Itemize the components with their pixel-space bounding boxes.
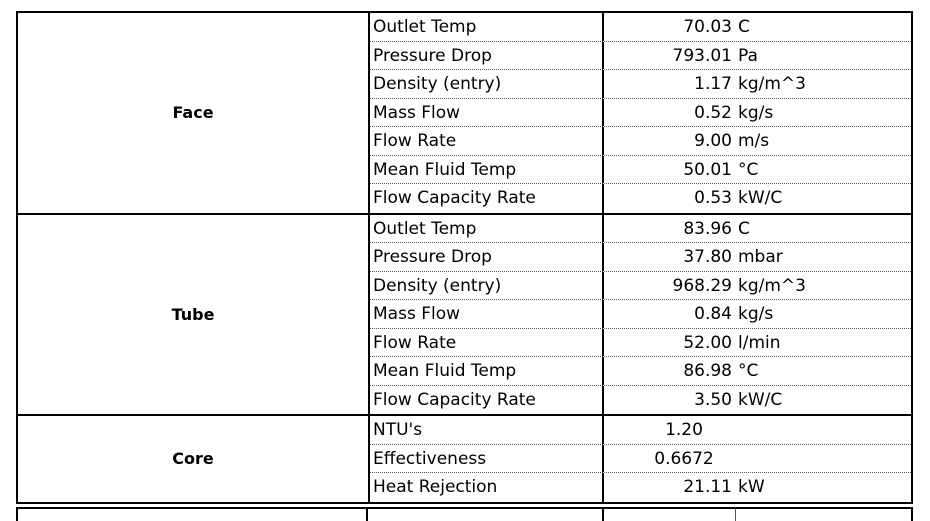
param-value-cell[interactable]: 37.80	[683, 247, 732, 267]
table-row: Mean Fluid Temp 50.01 °C	[370, 155, 911, 184]
param-value-cell[interactable]: 70.03	[683, 17, 732, 37]
param-value-cell[interactable]: 50.01	[683, 159, 732, 180]
param-unit-cell[interactable]: kg/s	[738, 304, 774, 324]
table-row: Flow Capacity Rate 3.50 kW/C	[370, 385, 911, 414]
empty-cell[interactable]	[368, 507, 604, 521]
param-value-cell[interactable]: 0.84	[694, 304, 732, 324]
group-label[interactable]: Face	[18, 13, 370, 213]
table-row: Pressure Drop 37.80 mbar	[370, 243, 911, 272]
group-rows: NTU's 1.20 Effectiveness 0.6672 Heat Rej…	[370, 416, 911, 502]
param-name-cell[interactable]: Flow Capacity Rate	[370, 385, 604, 414]
param-name-cell[interactable]: Density (entry)	[370, 70, 604, 98]
param-unit-cell[interactable]	[736, 416, 911, 444]
empty-cell[interactable]	[604, 507, 736, 521]
param-name-cell[interactable]: NTU's	[370, 416, 604, 444]
param-unit-cell[interactable]: C	[738, 218, 750, 239]
param-value-cell[interactable]: 83.96	[683, 218, 732, 239]
table-row: Flow Capacity Rate 0.53 kW/C	[370, 184, 911, 213]
param-name-cell[interactable]: Outlet Temp	[370, 13, 604, 41]
param-name-cell[interactable]: Outlet Temp	[370, 214, 604, 242]
table-row: Mean Fluid Temp 86.98 °C	[370, 357, 911, 386]
param-unit-cell[interactable]: kW/C	[738, 188, 783, 208]
param-unit-cell[interactable]: C	[738, 17, 750, 37]
next-row-edge	[16, 507, 913, 521]
param-unit-cell[interactable]: kg/s	[738, 102, 774, 123]
param-name-cell[interactable]: Heat Rejection	[370, 473, 604, 502]
param-value-cell[interactable]: 9.00	[694, 131, 732, 151]
table-row: Flow Rate 52.00 l/min	[370, 328, 911, 357]
param-value-cell[interactable]: 793.01	[672, 45, 732, 66]
table-row: Mass Flow 0.52 kg/s	[370, 98, 911, 127]
param-name-cell[interactable]: Mean Fluid Temp	[370, 155, 604, 183]
param-unit-cell[interactable]: l/min	[738, 332, 781, 353]
param-unit-cell[interactable]	[736, 445, 911, 473]
param-value-cell[interactable]: 0.53	[694, 188, 732, 208]
param-value-cell[interactable]: 21.11	[683, 477, 732, 497]
empty-cell[interactable]	[16, 507, 368, 521]
param-unit-cell[interactable]: kg/m^3	[738, 275, 806, 296]
param-value-cell[interactable]: 968.29	[672, 275, 732, 296]
group-face: Face Outlet Temp 70.03 C Pressure Drop 7…	[18, 13, 911, 215]
results-table: Face Outlet Temp 70.03 C Pressure Drop 7…	[16, 11, 913, 504]
table-row: Pressure Drop 793.01 Pa	[370, 41, 911, 70]
param-value-cell[interactable]: 0.6672	[654, 448, 714, 469]
group-tube: Tube Outlet Temp 83.96 C Pressure Drop 3…	[18, 214, 911, 416]
table-row: Effectiveness 0.6672	[370, 444, 911, 473]
param-name-cell[interactable]: Pressure Drop	[370, 41, 604, 69]
param-unit-cell[interactable]: kW/C	[738, 389, 783, 410]
param-name-cell[interactable]: Mass Flow	[370, 300, 604, 328]
param-unit-cell[interactable]: Pa	[738, 45, 758, 66]
group-rows: Outlet Temp 83.96 C Pressure Drop 37.80 …	[370, 214, 911, 414]
param-unit-cell[interactable]: kW	[738, 477, 765, 497]
param-value-cell[interactable]: 0.52	[694, 102, 732, 123]
param-name-cell[interactable]: Effectiveness	[370, 444, 604, 472]
param-value-cell[interactable]: 1.20	[665, 420, 703, 440]
group-rows: Outlet Temp 70.03 C Pressure Drop 793.01…	[370, 13, 911, 213]
param-name-cell[interactable]: Flow Rate	[370, 328, 604, 356]
table-row: Outlet Temp 70.03 C	[370, 13, 911, 42]
table-row: Flow Rate 9.00 m/s	[370, 127, 911, 156]
param-unit-cell[interactable]: kg/m^3	[738, 74, 806, 94]
param-value-cell[interactable]: 52.00	[683, 332, 732, 353]
param-unit-cell[interactable]: °C	[738, 159, 759, 180]
param-name-cell[interactable]: Flow Capacity Rate	[370, 184, 604, 213]
table-row: Mass Flow 0.84 kg/s	[370, 300, 911, 329]
param-value-cell[interactable]: 1.17	[694, 74, 732, 94]
param-name-cell[interactable]: Mass Flow	[370, 98, 604, 126]
param-unit-cell[interactable]: mbar	[738, 247, 783, 267]
group-label[interactable]: Tube	[18, 214, 370, 414]
table-row: Outlet Temp 83.96 C	[370, 214, 911, 243]
param-value-cell[interactable]: 3.50	[694, 389, 732, 410]
param-unit-cell[interactable]: °C	[738, 361, 759, 381]
param-value-cell[interactable]: 86.98	[683, 361, 732, 381]
group-core: Core NTU's 1.20 Effectiveness 0.6672 Hea…	[18, 416, 911, 504]
group-label[interactable]: Core	[18, 416, 370, 502]
param-name-cell[interactable]: Flow Rate	[370, 127, 604, 155]
table-row: NTU's 1.20	[370, 416, 911, 445]
table-row: Heat Rejection 21.11 kW	[370, 473, 911, 502]
empty-cell[interactable]	[736, 507, 913, 521]
param-unit-cell[interactable]: m/s	[738, 131, 770, 151]
param-name-cell[interactable]: Density (entry)	[370, 271, 604, 299]
param-name-cell[interactable]: Mean Fluid Temp	[370, 357, 604, 385]
param-name-cell[interactable]: Pressure Drop	[370, 243, 604, 271]
table-row: Density (entry) 1.17 kg/m^3	[370, 70, 911, 99]
table-row: Density (entry) 968.29 kg/m^3	[370, 271, 911, 300]
